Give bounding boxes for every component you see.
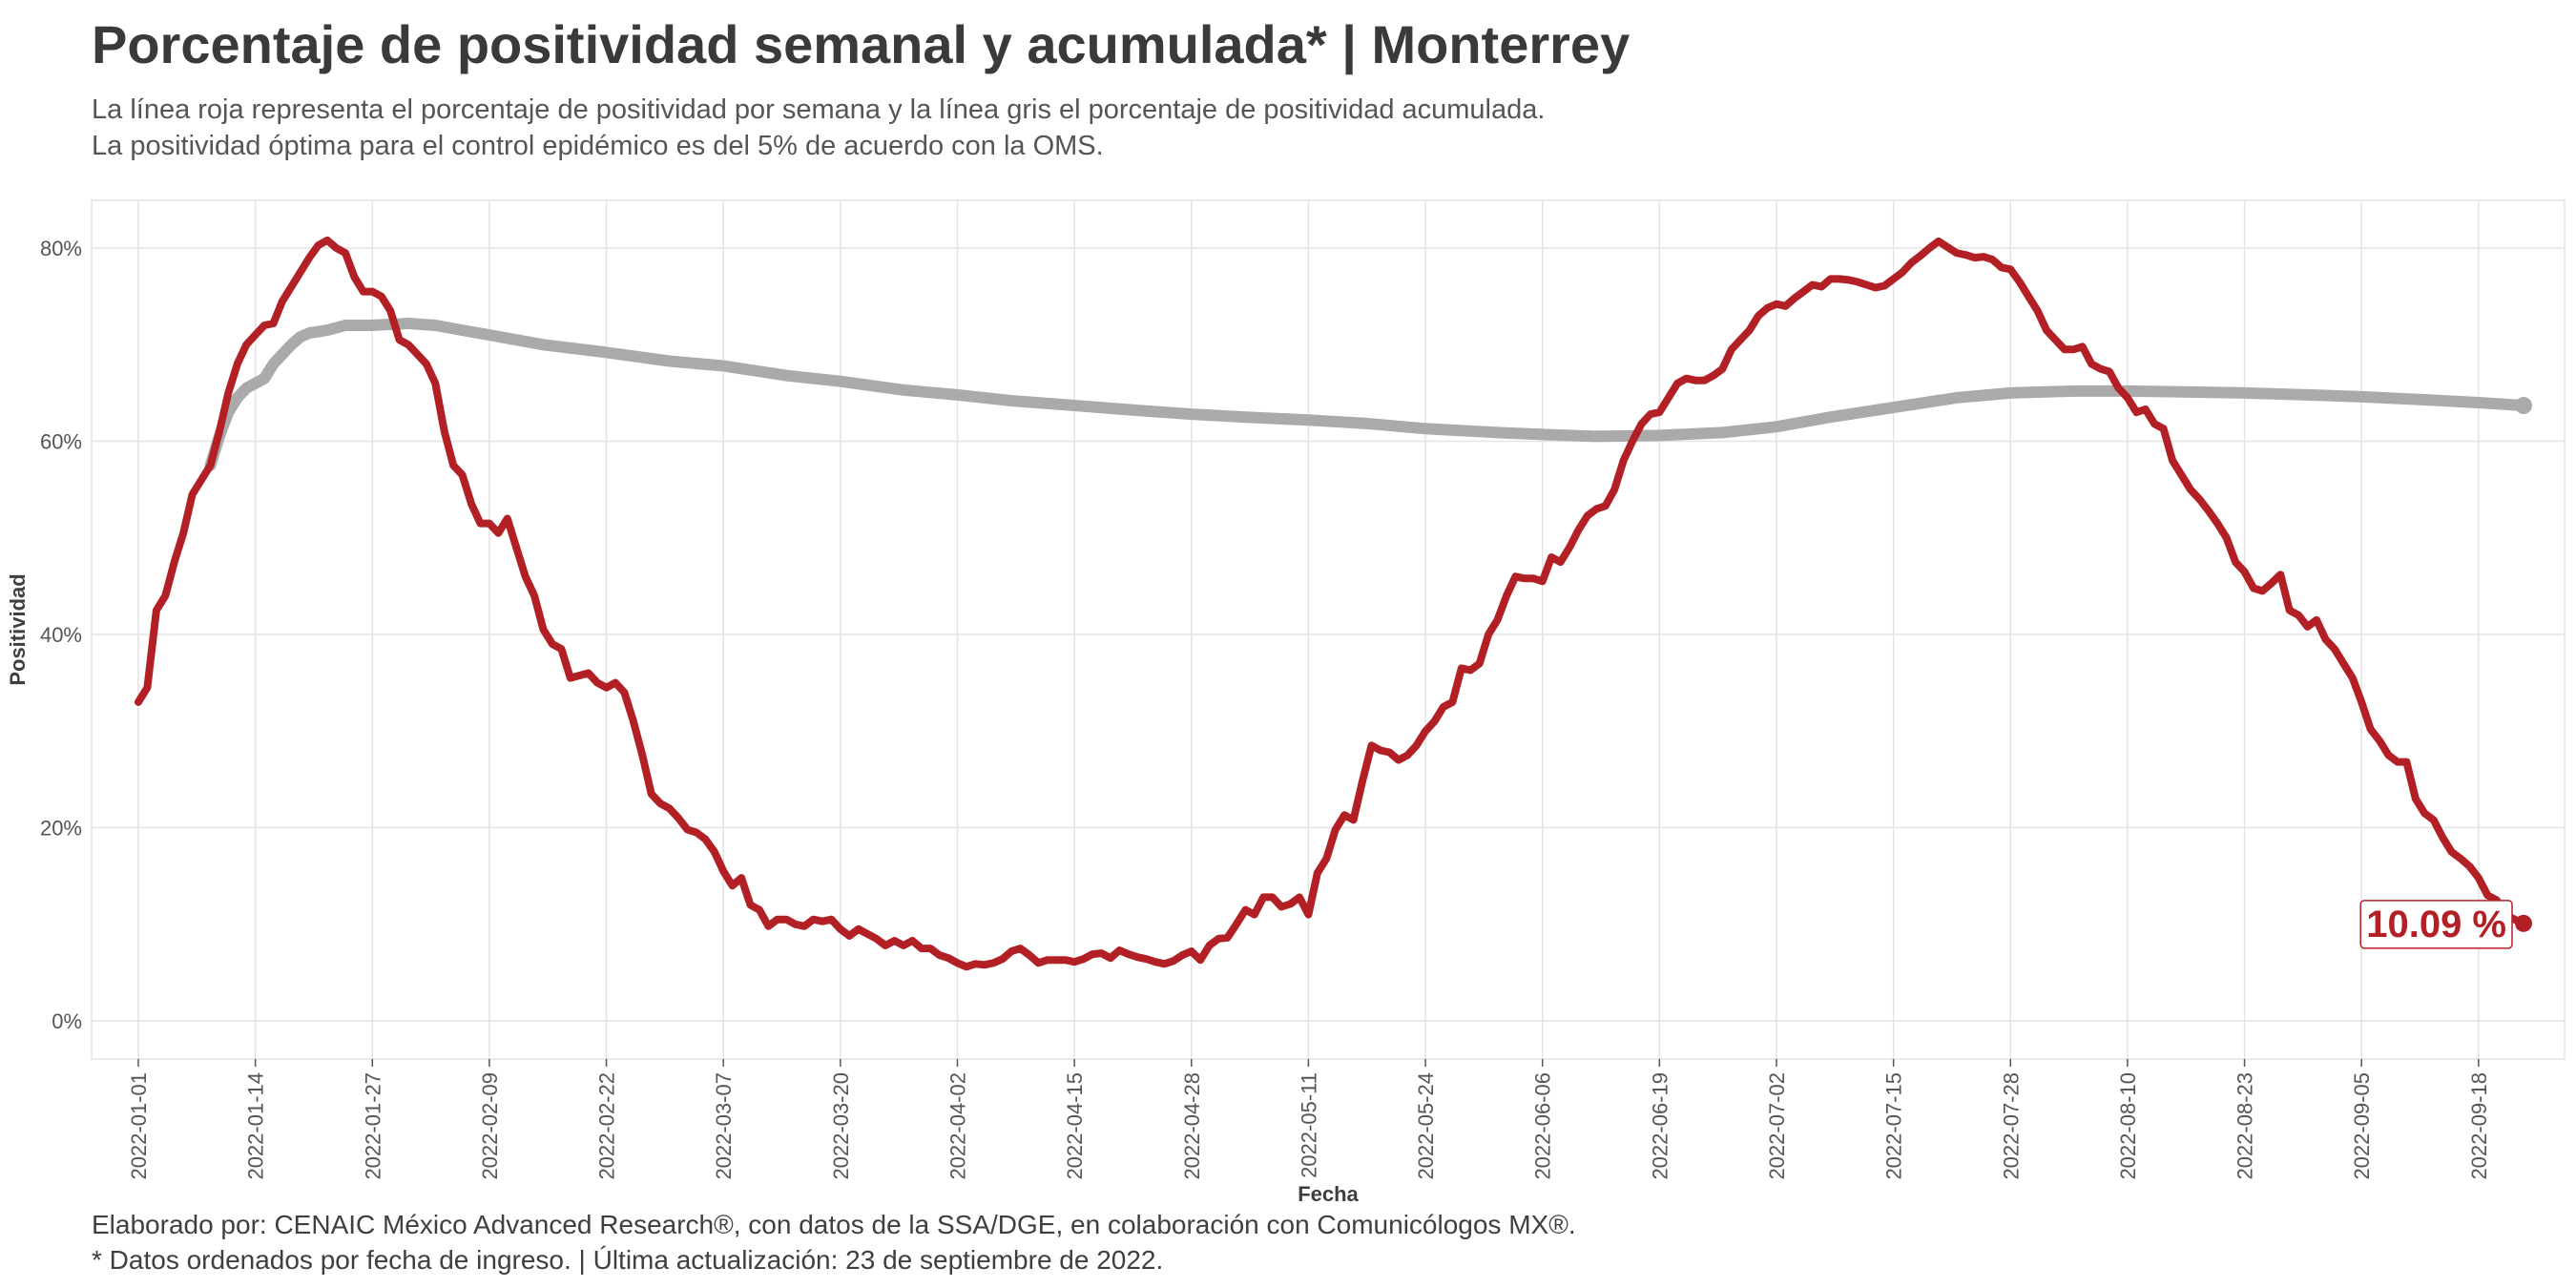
x-tick-label: 2022-07-02 [1765, 1072, 1789, 1180]
x-tick-label: 2022-02-09 [478, 1072, 502, 1180]
x-axis-ticks: 2022-01-01 2022-01-14 2022-01-27 2022-02-09… [127, 1059, 2491, 1180]
x-tick-label: 2022-01-14 [244, 1072, 268, 1180]
x-tick-label: 2022-07-28 [1999, 1072, 2023, 1180]
y-tick-label: 20% [40, 817, 82, 841]
x-tick-label: 2022-01-27 [361, 1072, 384, 1180]
chart-subtitle: La línea roja representa el porcentaje d… [92, 92, 1545, 164]
subtitle-line-1: La línea roja representa el porcentaje d… [92, 94, 1546, 125]
latest-value-label: 10.09 % [2359, 900, 2513, 949]
y-tick-label: 80% [40, 237, 82, 260]
x-axis-title: Fecha [1298, 1182, 1359, 1204]
x-tick-label: 2022-08-10 [2116, 1072, 2140, 1180]
gridlines [92, 200, 2565, 1059]
x-tick-label: 2022-07-15 [1882, 1072, 1906, 1180]
x-tick-label: 2022-08-23 [2233, 1072, 2257, 1180]
chart-title: Porcentaje de positividad semanal y acum… [92, 14, 1631, 74]
x-tick-label: 2022-06-19 [1648, 1072, 1672, 1180]
weekly-end-point [2515, 914, 2532, 932]
x-tick-label: 2022-04-02 [945, 1072, 969, 1180]
subtitle-line-2: La positividad óptima para el control ep… [92, 131, 1104, 161]
caption-line-1: Elaborado por: CENAIC México Advanced Re… [92, 1210, 1576, 1239]
caption-line-2: * Datos ordenados por fecha de ingreso. … [92, 1245, 1164, 1275]
x-tick-label: 2022-02-22 [595, 1072, 619, 1180]
panel-border [91, 199, 2566, 1060]
x-tick-label: 2022-09-05 [2350, 1072, 2374, 1180]
latest-value-text: 10.09 % [2366, 904, 2506, 945]
x-tick-label: 2022-03-20 [829, 1072, 853, 1180]
x-tick-label: 2022-05-11 [1297, 1072, 1320, 1178]
y-tick-label: 60% [40, 430, 82, 454]
source-caption: Elaborado por: CENAIC México Advanced Re… [92, 1207, 1576, 1278]
y-tick-label: 40% [40, 623, 82, 647]
y-tick-label: 0% [52, 1009, 82, 1033]
x-tick-label: 2022-04-28 [1180, 1072, 1204, 1180]
x-tick-label: 2022-09-18 [2467, 1072, 2491, 1180]
cumulative-positivity-line [204, 318, 2529, 471]
positivity-line-chart: 0%20%40%60%80% 2022-01-01 2022-01-14 2022-… [6, 199, 2566, 1204]
weekly-positivity-line [135, 236, 2527, 971]
y-axis-ticks: 0% 20% 40% 60% 80% [40, 237, 82, 1033]
cumulative-end-point [2515, 397, 2532, 415]
x-tick-label: 2022-01-01 [127, 1072, 151, 1180]
x-tick-label: 2022-04-15 [1063, 1072, 1087, 1180]
latest-value-box [2359, 900, 2513, 949]
x-tick-label: 2022-06-06 [1531, 1072, 1555, 1180]
x-tick-label: 2022-03-07 [712, 1072, 736, 1180]
y-axis-title: Positividad [6, 573, 30, 685]
x-tick-label: 2022-05-24 [1414, 1072, 1438, 1180]
